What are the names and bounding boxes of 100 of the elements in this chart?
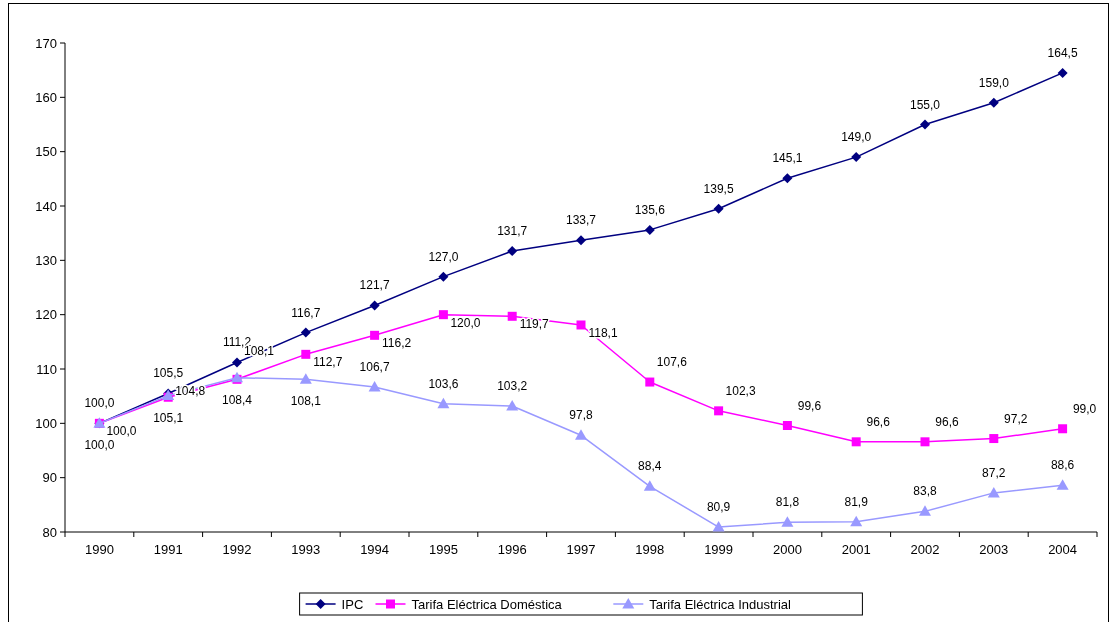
- y-tick-label: 120: [35, 307, 57, 323]
- data-label: 103,6: [428, 376, 459, 391]
- point: [851, 152, 862, 163]
- data-label: 135,6: [634, 202, 666, 217]
- data-label: 96,6: [866, 414, 891, 429]
- point: [919, 505, 931, 516]
- data-label: 96,6: [935, 414, 959, 429]
- data-label: 106,7: [359, 359, 390, 374]
- point: [576, 235, 586, 246]
- legend-label: Tarifa Eléctrica Industrial: [649, 596, 792, 612]
- x-tick-label: 1994: [360, 542, 390, 557]
- data-label: 83,8: [913, 484, 937, 499]
- point: [507, 246, 518, 257]
- data-label: 97,2: [1004, 411, 1028, 426]
- y-tick-label: 170: [35, 35, 57, 51]
- point: [1056, 479, 1069, 490]
- data-label: 108,1: [290, 394, 322, 409]
- point: [301, 349, 311, 359]
- point: [644, 224, 655, 235]
- point: [438, 310, 448, 320]
- data-label: 164,5: [1047, 45, 1078, 60]
- point: [299, 373, 312, 384]
- point: [368, 380, 381, 392]
- point: [232, 357, 242, 368]
- y-tick-label: 160: [35, 89, 57, 105]
- data-label: 145,1: [772, 151, 803, 166]
- data-label: 99,0: [1072, 401, 1097, 416]
- point: [850, 515, 863, 527]
- data-label: 97,8: [569, 408, 593, 423]
- point: [369, 300, 380, 311]
- data-label: 112,7: [313, 355, 343, 370]
- y-tick-label: 100: [35, 415, 57, 431]
- data-label: 155,0: [909, 97, 941, 112]
- point: [782, 173, 793, 184]
- data-label: 118,1: [588, 325, 618, 340]
- y-tick-label: 110: [36, 361, 57, 377]
- point: [851, 437, 861, 447]
- point: [507, 311, 517, 321]
- data-label: 81,8: [775, 495, 800, 510]
- point: [987, 486, 1000, 498]
- data-label: 131,7: [497, 224, 528, 239]
- data-label: 149,0: [841, 130, 872, 145]
- x-tick-label: 1997: [566, 542, 596, 557]
- point: [1058, 424, 1068, 434]
- data-label: 119,7: [519, 317, 550, 332]
- point: [300, 327, 311, 338]
- data-label: 121,7: [359, 278, 390, 293]
- y-tick-label: 130: [35, 252, 57, 268]
- legend-label: IPC: [341, 596, 364, 612]
- x-tick-label: 2000: [772, 542, 802, 557]
- x-tick-label: 1995: [428, 542, 458, 557]
- y-tick-label: 150: [35, 144, 57, 160]
- data-label: 88,4: [638, 459, 662, 474]
- data-label: 107,6: [656, 355, 688, 370]
- data-label: 116,7: [291, 305, 321, 320]
- point: [576, 320, 586, 330]
- x-tick-label: 2003: [979, 542, 1009, 557]
- data-label: 116,2: [382, 336, 412, 351]
- x-tick-label: 1991: [153, 542, 183, 557]
- x-tick-label: 2004: [1048, 542, 1078, 557]
- y-tick-label: 90: [42, 470, 57, 486]
- point: [920, 437, 930, 447]
- point: [920, 119, 930, 130]
- data-label: 139,5: [703, 181, 734, 196]
- x-tick-label: 2002: [910, 542, 940, 557]
- point: [782, 421, 792, 431]
- point: [506, 399, 519, 411]
- x-tick-label: 1996: [497, 542, 527, 557]
- data-label: 80,9: [706, 500, 731, 515]
- x-tick-label: 1998: [635, 542, 665, 557]
- point: [714, 406, 724, 416]
- data-label: 100,0: [84, 438, 115, 453]
- data-label: 81,9: [844, 494, 869, 509]
- data-label: 102,3: [725, 383, 756, 398]
- x-tick-label: 1999: [704, 542, 734, 557]
- data-label: 103,2: [497, 378, 528, 393]
- point: [712, 521, 725, 532]
- data-label: 105,1: [153, 410, 184, 425]
- point: [437, 397, 450, 409]
- data-label: 120,0: [450, 315, 481, 330]
- legend-label: Tarifa Eléctrica Doméstica: [411, 596, 563, 612]
- data-label: 88,6: [1050, 458, 1075, 473]
- data-label: 100,0: [84, 396, 115, 411]
- data-label: 105,5: [153, 366, 184, 381]
- x-tick-label: 2001: [841, 542, 871, 557]
- point: [989, 434, 999, 444]
- data-label: 87,2: [982, 465, 1006, 480]
- x-tick-label: 1990: [84, 542, 114, 557]
- x-tick-label: 1992: [222, 542, 252, 557]
- data-label: 127,0: [428, 249, 459, 264]
- y-tick-label: 80: [42, 524, 57, 540]
- point: [781, 516, 794, 527]
- x-tick-label: 1993: [291, 542, 321, 557]
- point: [1057, 67, 1068, 78]
- point: [645, 377, 655, 387]
- point: [713, 203, 724, 214]
- point: [643, 480, 656, 491]
- point: [575, 429, 587, 440]
- data-label: 133,7: [565, 213, 597, 228]
- point: [988, 97, 999, 108]
